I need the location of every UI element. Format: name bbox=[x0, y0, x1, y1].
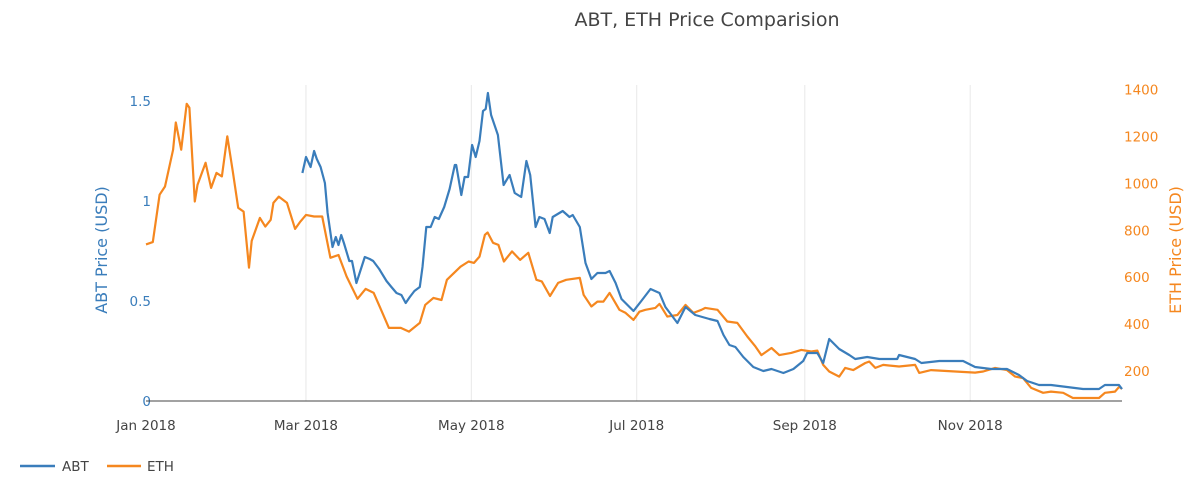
right-tick-label: 800 bbox=[1124, 223, 1150, 239]
legend: ABT ETH bbox=[20, 459, 174, 475]
left-tick-label: 0.5 bbox=[130, 294, 151, 310]
legend-eth-label: ETH bbox=[147, 459, 174, 475]
x-axis-ticks: Jan 2018 Mar 2018 May 2018 Jul 2018 Sep 2018… bbox=[115, 418, 1002, 434]
left-axis-title: ABT Price (USD) bbox=[92, 186, 111, 314]
series-lines bbox=[145, 91, 1123, 400]
legend-item-abt[interactable]: ABT bbox=[20, 459, 89, 475]
x-tick-label: May 2018 bbox=[438, 418, 505, 434]
x-tick-label: Mar 2018 bbox=[274, 418, 338, 434]
right-axis-ticks: 200 400 600 800 1000 1200 1400 bbox=[1124, 83, 1158, 380]
series-line-eth bbox=[145, 102, 1123, 400]
left-axis-ticks: 0 0.5 1 1.5 bbox=[130, 94, 151, 410]
legend-item-eth[interactable]: ETH bbox=[107, 459, 174, 475]
left-tick-label: 1.5 bbox=[130, 94, 151, 110]
chart-title: ABT, ETH Price Comparision bbox=[574, 9, 839, 31]
gridlines bbox=[305, 85, 971, 401]
right-axis-title: ETH Price (USD) bbox=[1166, 186, 1185, 314]
left-tick-label: 0 bbox=[142, 394, 151, 410]
x-tick-label: Sep 2018 bbox=[773, 418, 837, 434]
right-tick-label: 400 bbox=[1124, 317, 1150, 333]
right-tick-label: 1400 bbox=[1124, 83, 1158, 99]
legend-abt-label: ABT bbox=[62, 459, 89, 475]
x-tick-label: Jul 2018 bbox=[608, 418, 664, 434]
left-tick-label: 1 bbox=[142, 194, 151, 210]
right-tick-label: 200 bbox=[1124, 364, 1150, 380]
x-tick-label: Jan 2018 bbox=[115, 418, 175, 434]
series-line-abt bbox=[301, 91, 1123, 391]
right-tick-label: 1000 bbox=[1124, 176, 1158, 192]
right-tick-label: 600 bbox=[1124, 270, 1150, 286]
x-tick-label: Nov 2018 bbox=[938, 418, 1003, 434]
right-tick-label: 1200 bbox=[1124, 130, 1158, 146]
